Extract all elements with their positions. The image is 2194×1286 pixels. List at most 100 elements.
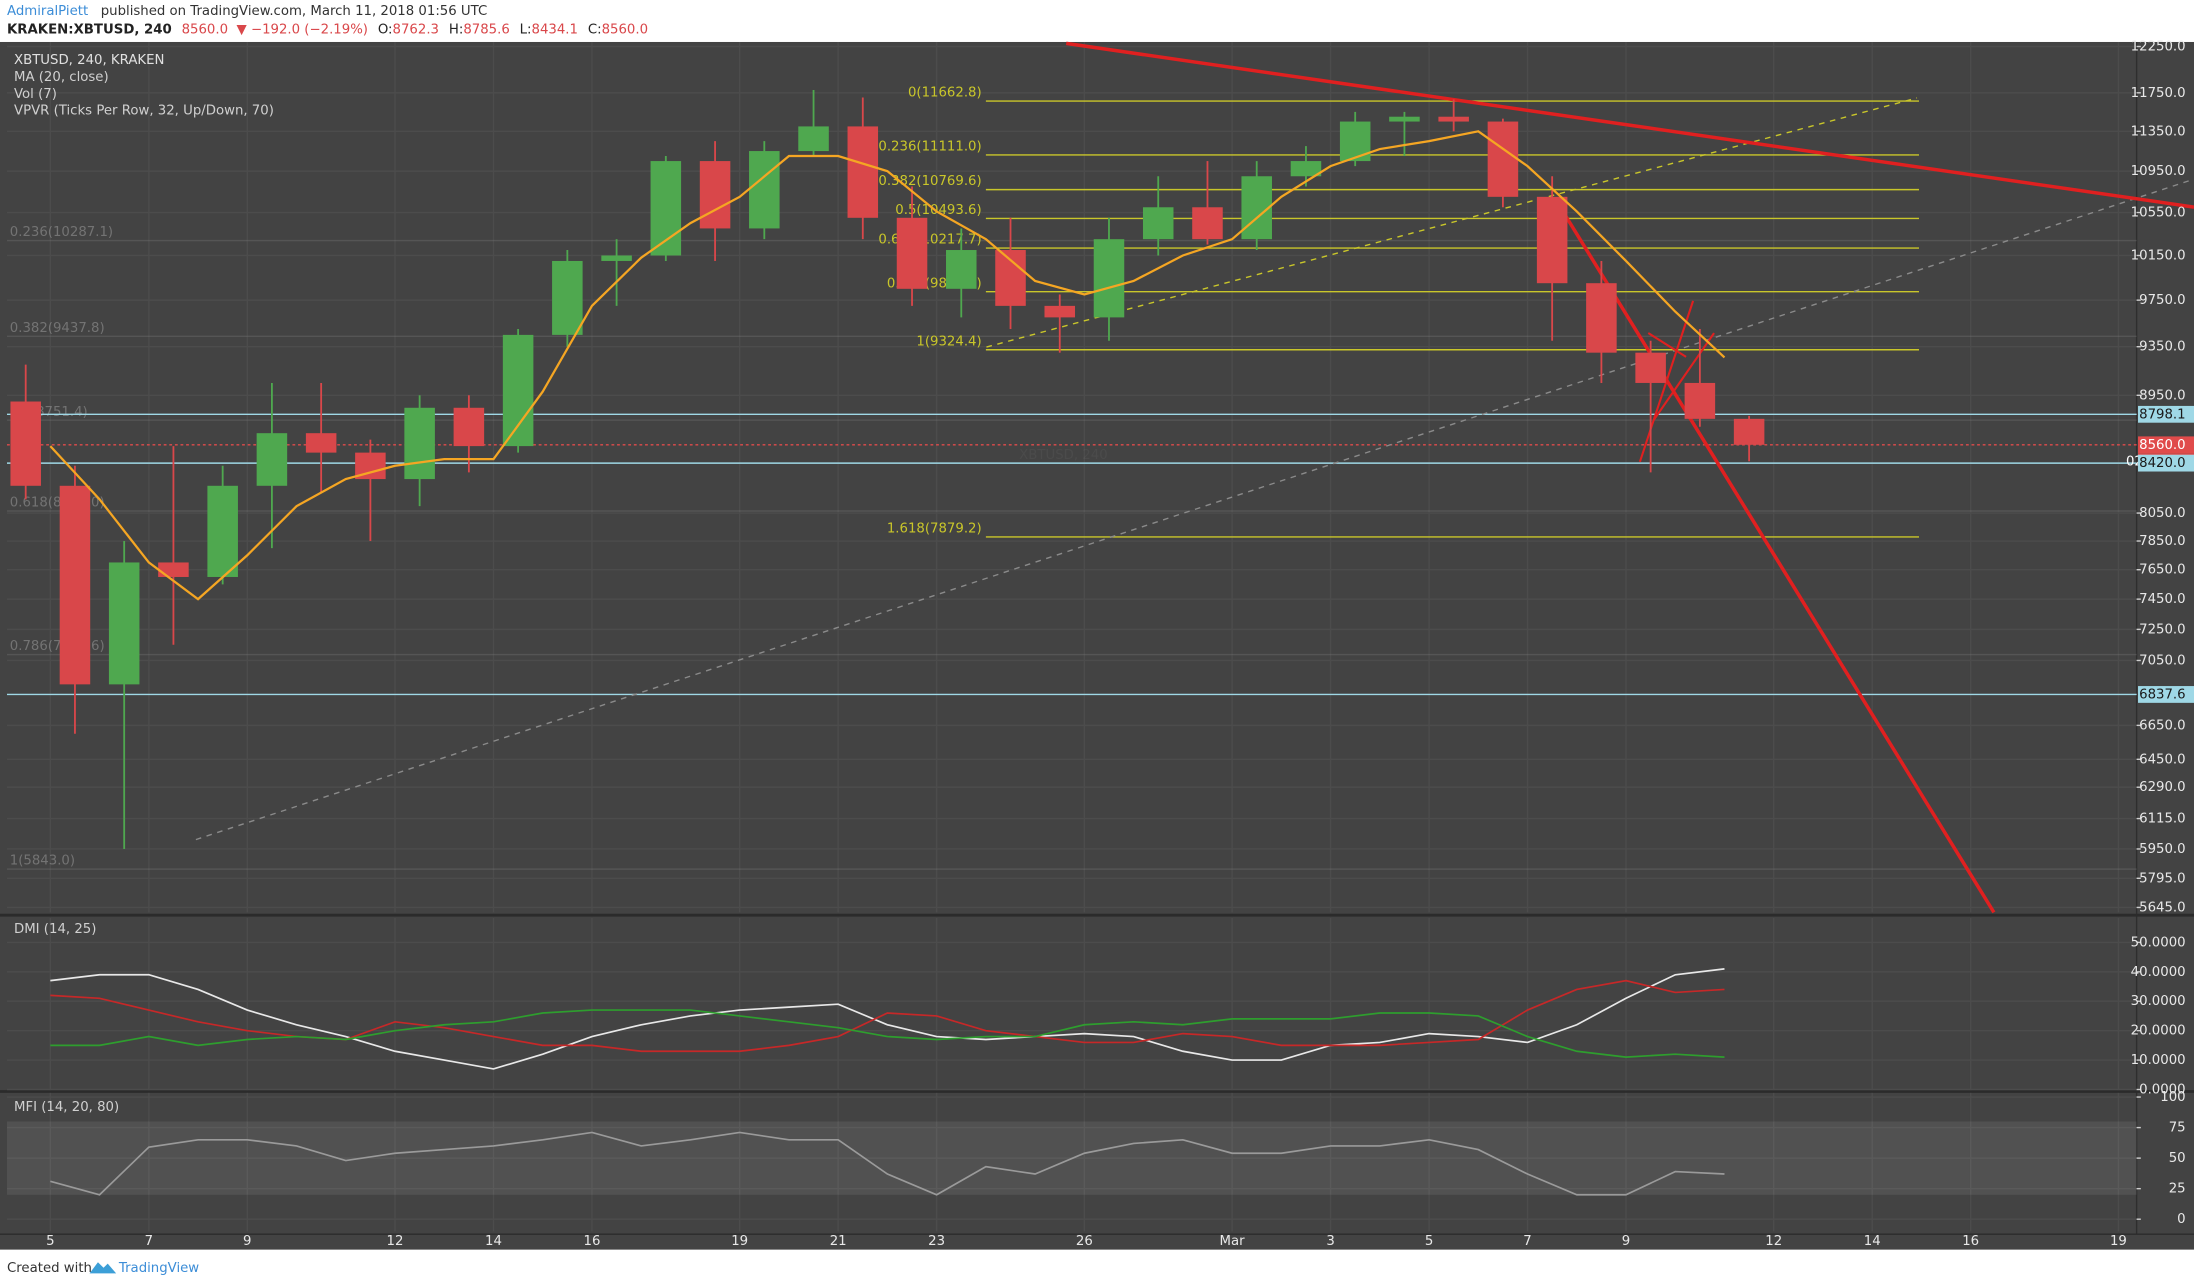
x-tick-label: 19	[731, 1234, 748, 1249]
candle-body	[453, 407, 485, 447]
trend-line	[1554, 199, 1996, 914]
chart-background	[0, 41, 2194, 1250]
y-tick-label: 0.0000	[2139, 1083, 2185, 1098]
y-tick-label: 0	[2177, 1212, 2185, 1227]
candle-body	[158, 562, 189, 577]
grid	[6, 41, 2137, 1232]
y-tick-label: 20.0000	[2131, 1024, 2186, 1039]
candle-body	[847, 126, 879, 218]
indicator-line	[50, 968, 1725, 1070]
candle-body	[256, 433, 288, 486]
main-title: XBTUSD, 240, KRAKEN	[14, 53, 164, 68]
x-tick-label: 21	[830, 1234, 847, 1249]
price-tag-label: 6837.6	[2139, 687, 2185, 702]
price-tag-label: 8798.1	[2139, 407, 2185, 422]
price-tag-label: 8420.0	[2139, 456, 2185, 471]
indicator-label: MA (20, close)	[14, 70, 109, 85]
labels: XBTUSD, 240, KRAKEN MA (20, close) Vol (…	[14, 53, 274, 1115]
fib-label: 0(11662.8)	[908, 86, 982, 101]
candle-body	[502, 334, 534, 447]
candle-body	[207, 485, 238, 577]
y-tick-label: 7450.0	[2139, 592, 2185, 607]
y-tick-label: 5645.0	[2139, 900, 2185, 915]
candle-body	[1684, 382, 1716, 419]
x-tick-label: 14	[485, 1234, 502, 1249]
fib-label: 1.618(7879.2)	[887, 521, 982, 536]
y-tick-label: 6450.0	[2139, 752, 2185, 767]
x-tick-label: 5	[46, 1234, 54, 1249]
y-tick-label: 11350.0	[2131, 124, 2186, 139]
symbol: KRAKEN:XBTUSD, 240	[7, 22, 172, 37]
x-tick-label: 16	[584, 1234, 601, 1249]
ohlc-key: L:	[520, 22, 532, 37]
y-tick-label: 10950.0	[2131, 164, 2186, 179]
y-tick-label: 12250.0	[2131, 40, 2186, 55]
trend-line-dashed	[986, 97, 1918, 348]
candle-body	[552, 260, 583, 335]
drawings	[195, 41, 2194, 914]
candle-body	[404, 407, 435, 480]
y-tick-label: 8950.0	[2139, 388, 2185, 403]
y-tick-label: 6650.0	[2139, 718, 2185, 733]
y-tick-label: 7050.0	[2139, 653, 2185, 668]
candle-body	[1389, 116, 1420, 122]
y-tick-label: 8050.0	[2139, 506, 2185, 521]
candle-body	[1536, 196, 1568, 284]
fib-label: 0.5(10493.6)	[895, 203, 981, 218]
indicator-line	[50, 1131, 1725, 1196]
published-text: published on TradingView.com, March 11, …	[101, 4, 488, 19]
pane-title: MFI (14, 20, 80)	[14, 1100, 119, 1115]
y-tick-label: 25	[2169, 1182, 2186, 1197]
y-tick-label: 10.0000	[2131, 1053, 2186, 1068]
candle-body	[108, 562, 140, 685]
y-tick-label: 7850.0	[2139, 534, 2185, 549]
candle-body	[1290, 161, 1322, 177]
watermark: XBTUSD, 240	[1019, 448, 1107, 463]
y-tick-label: 6115.0	[2139, 812, 2185, 827]
y-tick-label: 9750.0	[2139, 293, 2185, 308]
pane-title: DMI (14, 25)	[14, 922, 96, 937]
price-tag	[2138, 686, 2194, 703]
x-tick-label: 16	[1962, 1234, 1979, 1249]
x-tick-label: Mar	[1220, 1234, 1246, 1249]
fib-label-faded: 0.382(9437.8)	[10, 321, 105, 336]
x-tick-label: 19	[2110, 1234, 2127, 1249]
ohlc-value: 8785.6	[463, 22, 509, 37]
x-tick-label: 14	[1864, 1234, 1881, 1249]
price-tag	[2138, 405, 2194, 423]
moving-average	[49, 130, 1726, 601]
x-tick-label: 7	[1523, 1234, 1531, 1249]
footer-brand[interactable]: TradingView	[118, 1261, 199, 1276]
y-tick-label: 100	[2160, 1090, 2185, 1105]
candle-body	[1241, 176, 1272, 240]
author-link[interactable]: AdmiralPiett	[7, 4, 88, 19]
candle-body	[1192, 207, 1223, 240]
candle-body	[59, 485, 91, 685]
fib-label: 0.236(11111.0)	[878, 140, 981, 155]
trend-line	[1065, 41, 2194, 209]
ohlc-value: 8762.3	[393, 22, 439, 37]
y-tick-label: 40.0000	[2131, 965, 2186, 980]
x-tick-label: 23	[928, 1234, 945, 1249]
fib-label-faded: 0.786(7087.6)	[10, 639, 105, 654]
y-tick-label: 30.0000	[2131, 994, 2186, 1009]
indicator-label: VPVR (Ticks Per Row, 32, Up/Down, 70)	[14, 104, 274, 119]
candle-body	[1487, 121, 1519, 197]
footer-created: Created with	[7, 1261, 92, 1276]
price-tag	[2138, 436, 2194, 454]
candle-body	[995, 250, 1026, 306]
candle-body	[1438, 116, 1469, 122]
candle-body	[699, 161, 731, 229]
x-tick-label: 12	[387, 1234, 404, 1249]
candle-body	[305, 433, 337, 453]
price-change: ▼ −192.0 (−2.19%)	[237, 22, 368, 37]
pattern-line	[1653, 332, 1715, 421]
candle-body	[749, 151, 780, 229]
pattern-line	[1647, 332, 1687, 358]
candle-body	[798, 126, 829, 152]
last-price: 8560.0	[182, 22, 228, 37]
x-tick-label: 7	[145, 1234, 153, 1249]
y-tick-label: 6290.0	[2139, 780, 2185, 795]
